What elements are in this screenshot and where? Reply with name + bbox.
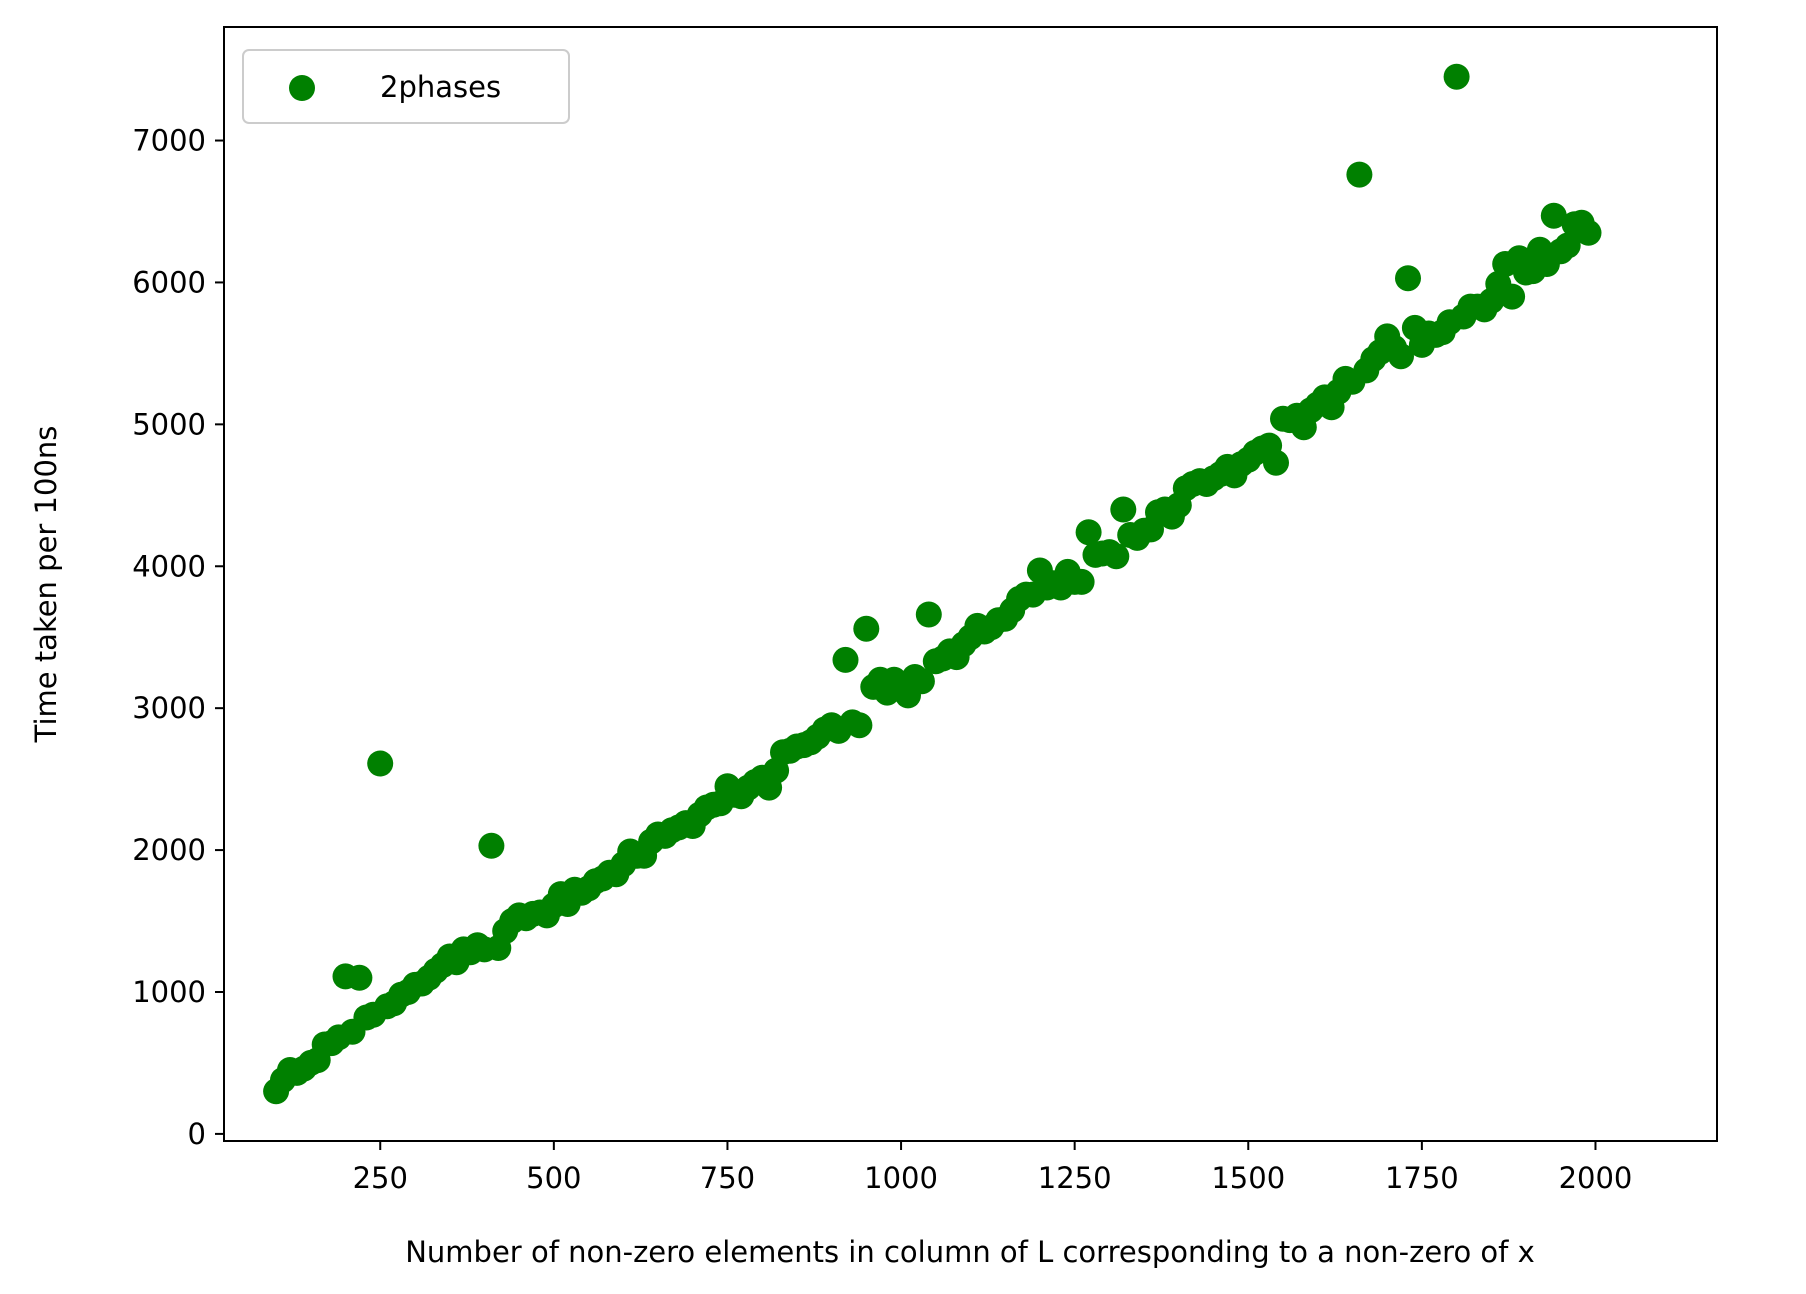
x-tick-label: 1750 [1385,1161,1459,1195]
data-point [1499,283,1526,310]
data-point [1443,63,1470,90]
data-point [1388,343,1414,370]
x-tick-label: 750 [700,1161,755,1195]
y-tick-label: 7000 [132,124,206,158]
y-axis-ticks: 0 1000 2000 3000 4000 5000 6000 7000 [132,124,224,1151]
data-point [1554,232,1581,259]
x-tick-label: 1000 [864,1161,938,1195]
data-point [346,964,373,991]
x-tick-label: 500 [526,1161,581,1195]
data-point [915,601,942,628]
data-point [846,712,873,739]
data-point [1575,219,1602,246]
data-points [263,63,1602,1105]
data-point [1346,161,1373,188]
y-tick-label: 5000 [132,407,206,441]
y-tick-label: 4000 [132,549,206,583]
data-point [1263,449,1289,476]
x-axis-title: Number of non-zero elements in column of… [405,1235,1535,1269]
legend: 2phases [242,49,570,124]
legend-box [242,49,570,124]
data-point [1395,265,1421,292]
legend-marker [289,75,315,101]
x-tick-label: 1250 [1038,1161,1112,1195]
data-point [908,668,935,695]
y-tick-label: 3000 [132,691,206,725]
x-tick-label: 250 [353,1161,408,1195]
data-point [1103,543,1130,570]
y-tick-label: 0 [188,1117,206,1151]
x-tick-label: 2000 [1559,1161,1633,1195]
x-tick-label: 1500 [1211,1161,1285,1195]
data-point [1110,496,1137,523]
x-axis-ticks: 250 500 750 1000 1250 1500 1750 2000 [353,1141,1633,1195]
y-tick-label: 6000 [132,265,206,299]
data-point [1075,519,1102,546]
data-point [853,615,880,642]
plot-frame [223,26,1718,1142]
data-point [478,832,505,859]
legend-label: 2phases [380,70,501,104]
data-point [832,646,859,673]
y-tick-label: 2000 [132,833,206,867]
data-point [1540,202,1567,229]
y-axis-title: Time taken per 100ns [29,426,63,744]
data-point [367,750,394,777]
y-tick-label: 1000 [132,975,206,1009]
data-point [1068,568,1095,595]
